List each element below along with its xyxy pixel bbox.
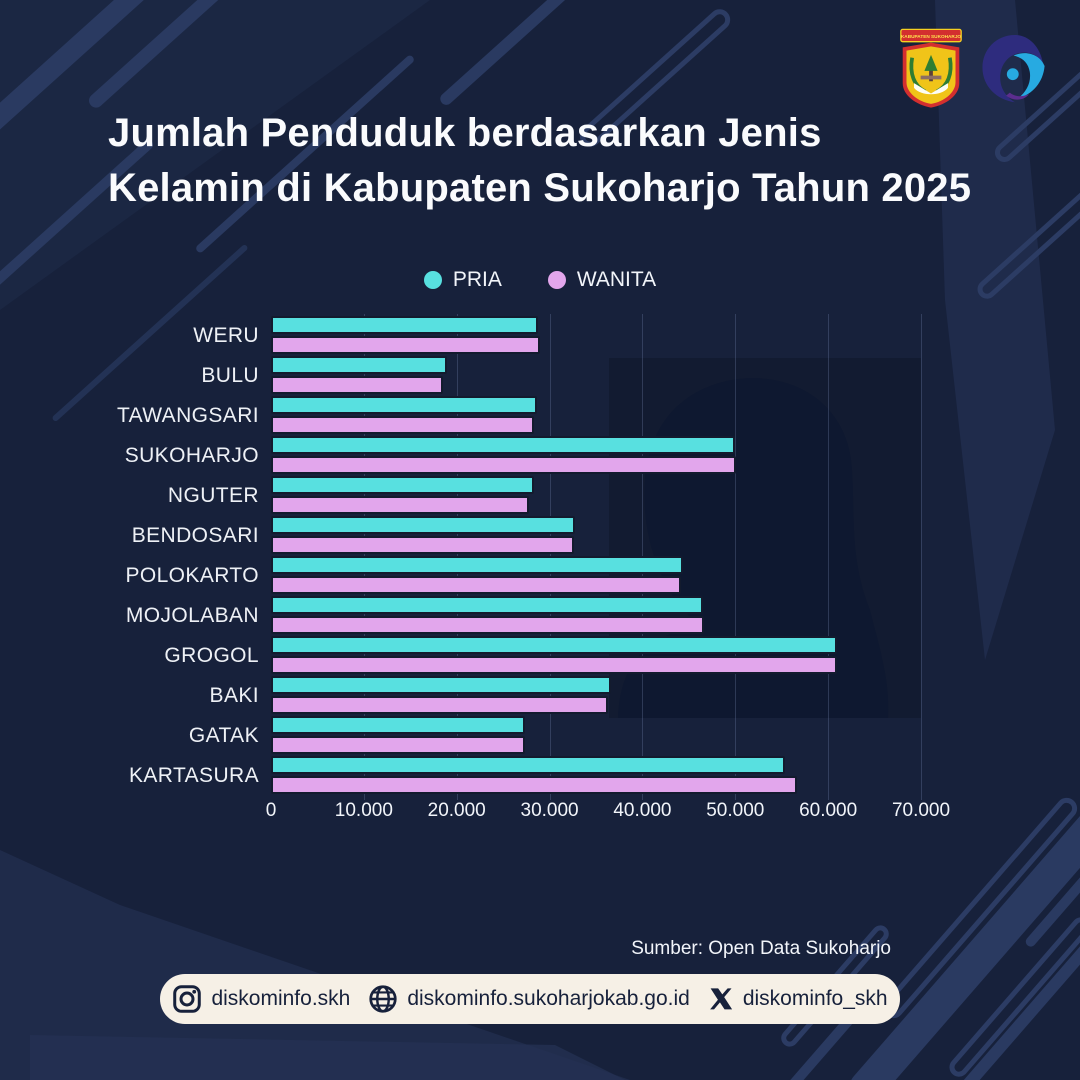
bar-baki-pria xyxy=(271,676,611,694)
x-tick-10000: 10.000 xyxy=(334,800,393,821)
bar-bulu-wanita xyxy=(271,376,443,394)
x-axis: 0 10.000 20.000 30.000 40.000 50.000 60.000 70.… xyxy=(266,800,950,826)
kominfo-logo xyxy=(982,34,1045,103)
row-polokarto: POLOKARTO xyxy=(105,556,921,596)
bars-area xyxy=(271,676,921,716)
bars-area xyxy=(271,756,921,796)
bar-kartasura-pria xyxy=(271,756,785,774)
footer-handle-text: diskominfo_skh xyxy=(742,987,888,1010)
gridline xyxy=(828,314,830,800)
legend-dot-pria xyxy=(423,271,442,289)
bar-grogol-wanita xyxy=(271,656,837,674)
bar-baki-wanita xyxy=(271,696,609,714)
bars-area xyxy=(271,356,921,396)
row-kartasura: KARTASURA xyxy=(105,756,921,796)
row-bendosari: BENDOSARI xyxy=(105,516,921,556)
legend-label: WANITA xyxy=(576,268,657,291)
category-label: GROGOL xyxy=(164,644,259,667)
x-tick-50000: 50.000 xyxy=(706,800,765,821)
bars-area xyxy=(271,396,921,436)
globe-icon xyxy=(369,985,397,1013)
row-grogol: GROGOL xyxy=(105,636,921,676)
crest-banner-text: KABUPATEN SUKOHARJO xyxy=(901,34,962,39)
category-label: TAWANGSARI xyxy=(116,404,259,427)
bar-weru-pria xyxy=(271,316,539,334)
bar-mojolaban-wanita xyxy=(271,616,704,634)
bar-gatak-wanita xyxy=(271,736,526,754)
row-nguter: NGUTER xyxy=(105,476,921,516)
page-title-line2: Kelamin di Kabupaten Sukoharjo Tahun 202… xyxy=(108,166,972,210)
category-label: SUKOHARJO xyxy=(124,444,259,467)
footer-item-globe: diskominfo.sukoharjokab.go.id xyxy=(368,984,690,1014)
bars-area xyxy=(271,636,921,676)
bars-area xyxy=(271,716,921,756)
bar-tawangsari-wanita xyxy=(271,416,534,434)
source-caption: Sumber: Open Data Sukoharjo xyxy=(631,938,891,959)
sukoharjo-crest-logo: KABUPATEN SUKOHARJO xyxy=(900,28,962,108)
bar-weru-wanita xyxy=(271,336,541,354)
row-gatak: GATAK xyxy=(105,716,921,756)
category-label: KARTASURA xyxy=(128,764,259,787)
x-tick-30000: 30.000 xyxy=(520,800,579,821)
page-title-line1: Jumlah Penduduk berdasarkan Jenis xyxy=(108,111,822,155)
x-tick-70000: 70.000 xyxy=(891,800,951,821)
bars-area xyxy=(271,436,921,476)
x-tick-60000: 60.000 xyxy=(799,800,858,821)
bar-bulu-pria xyxy=(271,356,447,374)
legend-dot-wanita xyxy=(547,271,566,289)
bars-area xyxy=(271,596,921,636)
legend-item-wanita: WANITA xyxy=(547,268,657,292)
row-mojolaban: MOJOLABAN xyxy=(105,596,921,636)
footer-item-x: diskominfo_skh xyxy=(708,986,888,1012)
bar-gatak-pria xyxy=(271,716,526,734)
instagram-icon xyxy=(173,985,202,1013)
bar-sukoharjo-wanita xyxy=(271,456,737,474)
category-label: BENDOSARI xyxy=(131,524,259,547)
category-label: WERU xyxy=(193,324,259,347)
page-title: Jumlah Penduduk berdasarkan Jenis Kelami… xyxy=(108,106,988,216)
x-tick-40000: 40.000 xyxy=(613,800,672,821)
footer-item-instagram: diskominfo.skh xyxy=(172,984,350,1014)
gridline xyxy=(735,314,737,800)
row-sukoharjo: SUKOHARJO xyxy=(105,436,921,476)
category-label: NGUTER xyxy=(167,484,259,507)
bar-polokarto-wanita xyxy=(271,576,682,594)
category-label: GATAK xyxy=(188,724,259,747)
category-label: POLOKARTO xyxy=(125,564,259,587)
category-label: BAKI xyxy=(209,684,259,707)
legend: PRIA WANITA xyxy=(0,268,1080,292)
bar-polokarto-pria xyxy=(271,556,684,574)
legend-item-pria: PRIA xyxy=(423,268,502,292)
category-label: BULU xyxy=(201,364,259,387)
footer-handle-text: diskominfo.sukoharjokab.go.id xyxy=(407,987,690,1010)
bars-area xyxy=(271,316,921,356)
legend-label: PRIA xyxy=(452,268,502,291)
bars-area xyxy=(271,516,921,556)
bar-nguter-pria xyxy=(271,476,534,494)
row-bulu: BULU xyxy=(105,356,921,396)
bar-mojolaban-pria xyxy=(271,596,703,614)
gridline xyxy=(921,314,922,800)
bar-tawangsari-pria xyxy=(271,396,537,414)
x-tick-0: 0 xyxy=(265,800,277,821)
logo-group: KABUPATEN SUKOHARJO xyxy=(898,28,1052,110)
bars-area xyxy=(271,476,921,516)
row-tawangsari: TAWANGSARI xyxy=(105,396,921,436)
bar-sukoharjo-pria xyxy=(271,436,736,454)
bar-grogol-pria xyxy=(271,636,837,654)
bar-chart: WERU BULU TAWANGSARI SUKOHARJO NGUTER BENDOSA… xyxy=(105,314,922,800)
bars-area xyxy=(271,556,921,596)
bar-kartasura-wanita xyxy=(271,776,797,794)
bar-bendosari-pria xyxy=(271,516,575,534)
row-weru: WERU xyxy=(105,316,921,356)
bar-bendosari-wanita xyxy=(271,536,574,554)
row-baki: BAKI xyxy=(105,676,921,716)
bar-nguter-wanita xyxy=(271,496,530,514)
footer-contact-bar: diskominfo.skh diskominfo.sukoharjokab.go… xyxy=(160,974,900,1024)
x-twitter-icon xyxy=(709,988,732,1010)
footer-handle-text: diskominfo.skh xyxy=(211,987,351,1010)
category-label: MOJOLABAN xyxy=(125,604,259,627)
x-tick-20000: 20.000 xyxy=(427,800,486,821)
